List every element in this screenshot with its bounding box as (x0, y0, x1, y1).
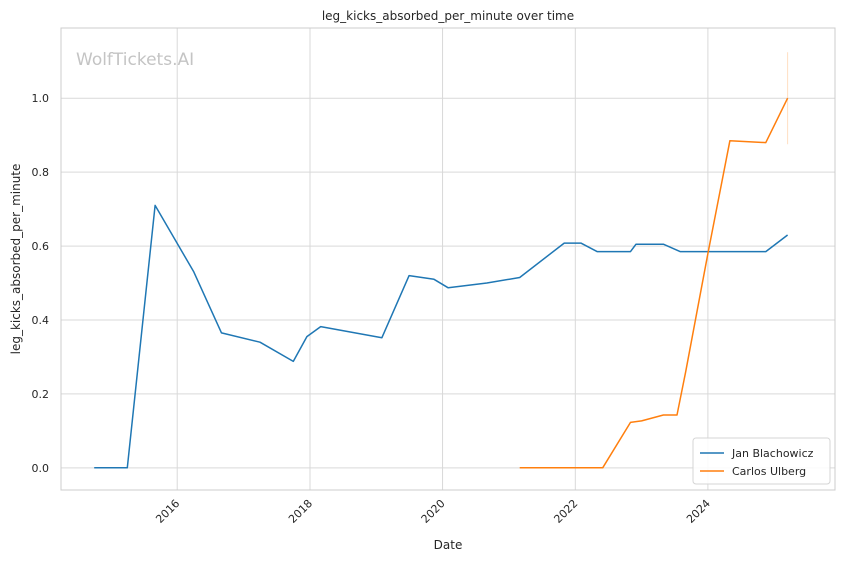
series-line-1 (519, 97, 789, 469)
x-tick-label: 2020 (419, 497, 448, 526)
legend-label: Carlos Ulberg (732, 465, 806, 478)
series-lines (94, 52, 789, 469)
legend-label: Jan Blachowicz (731, 447, 814, 460)
legend: Jan Blachowicz Carlos Ulberg (692, 437, 831, 485)
y-tick-label: 1.0 (32, 92, 50, 105)
y-tick-label: 0.2 (32, 388, 50, 401)
legend-box (692, 437, 831, 485)
series-line-0 (94, 204, 789, 469)
x-tick-label: 2016 (153, 497, 182, 526)
x-tick-label: 2022 (551, 497, 580, 526)
x-tick-label: 2024 (684, 497, 713, 526)
x-axis-label: Date (434, 538, 463, 552)
grid (61, 28, 835, 490)
tick-labels: 0.0 0.2 0.4 0.6 0.8 1.0 2016 2018 2020 2022 2024 (32, 92, 713, 526)
chart-title: leg_kicks_absorbed_per_minute over time (322, 9, 574, 23)
watermark-text: WolfTickets.AI (76, 50, 194, 70)
y-axis-label: leg_kicks_absorbed_per_minute (9, 164, 23, 355)
y-tick-label: 0.0 (32, 462, 50, 475)
y-tick-label: 0.8 (32, 166, 50, 179)
y-tick-label: 0.6 (32, 240, 50, 253)
x-tick-label: 2018 (286, 497, 315, 526)
y-tick-label: 0.4 (32, 314, 50, 327)
plot-frame (60, 27, 836, 491)
